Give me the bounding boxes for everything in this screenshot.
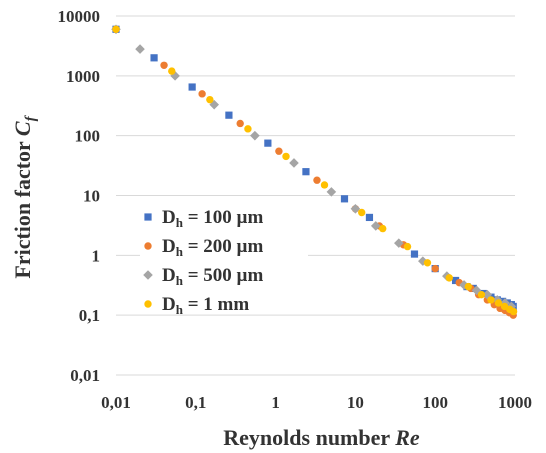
series-4	[112, 25, 518, 316]
legend-item-background	[140, 232, 308, 256]
data-point	[135, 44, 145, 54]
y-tick-labels: 0,01 0,1 1 10 100 1000 10000	[58, 7, 101, 385]
data-point	[350, 203, 361, 214]
legend: Dh = 100 µm Dh = 200 µm Dh = 500 µm Dh = 1 …	[140, 203, 308, 317]
data-point	[410, 250, 419, 258]
data-point	[464, 282, 473, 291]
data-point	[403, 242, 412, 251]
data-point	[112, 25, 120, 33]
y-axis-title: Friction factor Cf	[10, 114, 39, 278]
data-point	[394, 238, 404, 248]
data-point	[482, 289, 493, 300]
data-point	[340, 195, 349, 203]
data-point	[431, 264, 439, 273]
y-tick-label: 0,1	[79, 306, 100, 325]
data-point	[225, 111, 233, 119]
legend-marker	[144, 242, 152, 250]
legend-item-background	[140, 290, 308, 314]
data-point	[494, 299, 503, 307]
data-point	[198, 90, 206, 98]
data-point	[320, 181, 329, 189]
data-point	[418, 256, 428, 266]
legend-marker	[144, 300, 152, 308]
data-point	[244, 125, 252, 133]
legend-label: Dh = 500 µm	[162, 265, 263, 288]
x-tick-label: 1000	[498, 393, 532, 412]
data-point	[150, 54, 158, 62]
legend-item-background	[140, 203, 308, 227]
data-point	[370, 221, 381, 231]
legend-item-2: Dh = 200 µm	[140, 232, 308, 259]
y-axis-title-variable: C	[10, 121, 35, 136]
data-point	[358, 208, 366, 217]
data-point	[275, 147, 283, 155]
data-point	[250, 130, 260, 141]
data-point	[423, 259, 432, 267]
legend-label: Dh = 100 µm	[162, 207, 263, 230]
data-point	[365, 213, 374, 222]
x-tick-label: 0,01	[101, 393, 131, 412]
data-point	[236, 119, 244, 128]
data-point	[188, 83, 196, 91]
x-axis-title-text: Reynolds number	[223, 425, 395, 450]
legend-marker	[143, 270, 153, 280]
data-point	[379, 224, 387, 233]
data-point	[289, 158, 299, 168]
x-tick-label: 1	[271, 393, 280, 412]
x-tick-label: 0,1	[185, 393, 206, 412]
x-axis-title: Reynolds number Re	[223, 425, 420, 450]
data-point	[206, 95, 214, 104]
data-point	[282, 152, 290, 161]
data-point	[264, 139, 272, 147]
data-point	[302, 168, 310, 176]
data-point	[477, 290, 486, 299]
x-tick-label: 10	[347, 393, 364, 412]
y-tick-label: 100	[75, 127, 101, 146]
data-point	[170, 71, 180, 81]
y-tick-label: 10	[83, 187, 100, 206]
y-axis-title-subscript: f	[23, 114, 39, 121]
data-point	[313, 176, 321, 184]
data-points	[111, 24, 518, 319]
data-point	[160, 61, 168, 69]
x-tick-labels: 0,01 0,1 1 10 100 1000	[101, 393, 532, 412]
legend-label: Dh = 200 µm	[162, 236, 263, 259]
x-tick-label: 100	[422, 393, 448, 412]
x-axis-title-variable: Re	[394, 425, 420, 450]
legend-marker	[144, 213, 152, 221]
data-point	[168, 67, 176, 75]
y-tick-label: 1000	[66, 67, 100, 86]
legend-item-background	[140, 261, 308, 285]
legend-item-4: Dh = 1 mm	[140, 290, 308, 317]
y-axis-title-text: Friction factor	[10, 136, 35, 279]
legend-label: Dh = 1 mm	[162, 294, 249, 317]
y-tick-label: 0,01	[70, 366, 100, 385]
y-tick-label: 10000	[58, 7, 101, 26]
data-point	[509, 307, 518, 316]
data-point	[487, 296, 495, 304]
legend-item-3: Dh = 500 µm	[140, 261, 308, 288]
data-point	[326, 187, 337, 197]
legend-item-1: Dh = 100 µm	[140, 203, 308, 230]
y-tick-label: 1	[92, 246, 101, 265]
data-point	[445, 274, 453, 282]
data-point	[451, 276, 460, 285]
